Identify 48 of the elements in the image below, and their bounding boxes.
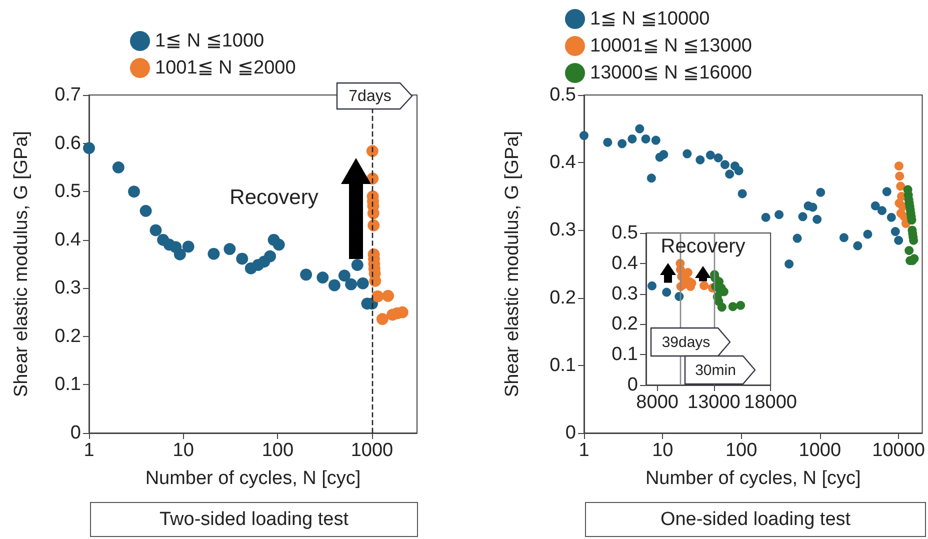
y-tick-label: 0.4: [54, 229, 82, 250]
legend-label: 1≦ N ≦1000: [155, 30, 264, 52]
y-tick-label: 0.2: [54, 326, 81, 347]
y-tick-label: 0.7: [54, 84, 81, 106]
y-tick-label: 0: [70, 422, 81, 444]
x-tick-label: 8000: [636, 392, 678, 413]
ref-line-label: 7days: [348, 88, 392, 105]
text: Two-sided loading test: [90, 502, 418, 537]
y-tick-label: 0.3: [54, 278, 81, 299]
x-axis-title: Number of cycles, N [cyc]: [145, 468, 361, 489]
legend-label: 13000≦ N ≦16000: [590, 62, 752, 84]
x-tick-label: 10: [652, 440, 674, 461]
x-tick-label: 100: [725, 440, 758, 461]
y-tick-label: 0.5: [54, 181, 81, 202]
x-tick-label: 1: [578, 440, 590, 461]
y-tick-label: 0.5: [612, 222, 638, 244]
y-tick-label: 0.3: [550, 220, 576, 241]
y-tick-label: 0.2: [550, 287, 576, 308]
x-tick-label: 1: [84, 440, 94, 461]
x-tick-label: 10000: [872, 440, 926, 461]
text: One-sided loading test: [585, 502, 926, 537]
legend-label: 1≦ N ≦10000: [590, 8, 710, 30]
ref-line-label: 30min: [695, 362, 736, 379]
y-tick-label: 0.3: [612, 283, 638, 304]
y-tick-label: 0.4: [612, 252, 638, 274]
legend-label: 1001≦ N ≦2000: [155, 58, 296, 78]
annotation: Recovery: [230, 186, 318, 210]
y-axis-title: Shear elastic modulus, G [GPa]: [502, 130, 523, 398]
annotation: Recovery: [660, 236, 746, 258]
y-tick-label: 0.4: [550, 152, 576, 174]
y-tick-label: 0.1: [612, 344, 638, 366]
x-tick-label: 100: [262, 440, 294, 461]
y-axis-title: Shear elastic modulus, G [GPa]: [11, 130, 32, 398]
x-tick-label: 18000: [744, 392, 798, 413]
y-tick-label: 0: [627, 374, 638, 396]
x-tick-label: 10: [172, 440, 194, 461]
ref-line-label: 39days: [662, 334, 710, 351]
y-tick-label: 0.5: [550, 84, 576, 106]
legend-label: 10001≦ N ≦13000: [590, 36, 752, 56]
y-tick-label: 0.6: [54, 132, 81, 154]
y-tick-label: 0.1: [54, 374, 81, 396]
x-tick-label: 1000: [350, 440, 394, 461]
x-tick-label: 1000: [798, 440, 842, 461]
x-axis-title: Number of cycles, N [cyc]: [645, 468, 861, 489]
y-tick-label: 0.2: [612, 314, 638, 335]
y-tick-label: 0: [565, 422, 576, 444]
y-tick-label: 0.1: [550, 354, 576, 376]
x-tick-label: 13000: [688, 392, 740, 413]
